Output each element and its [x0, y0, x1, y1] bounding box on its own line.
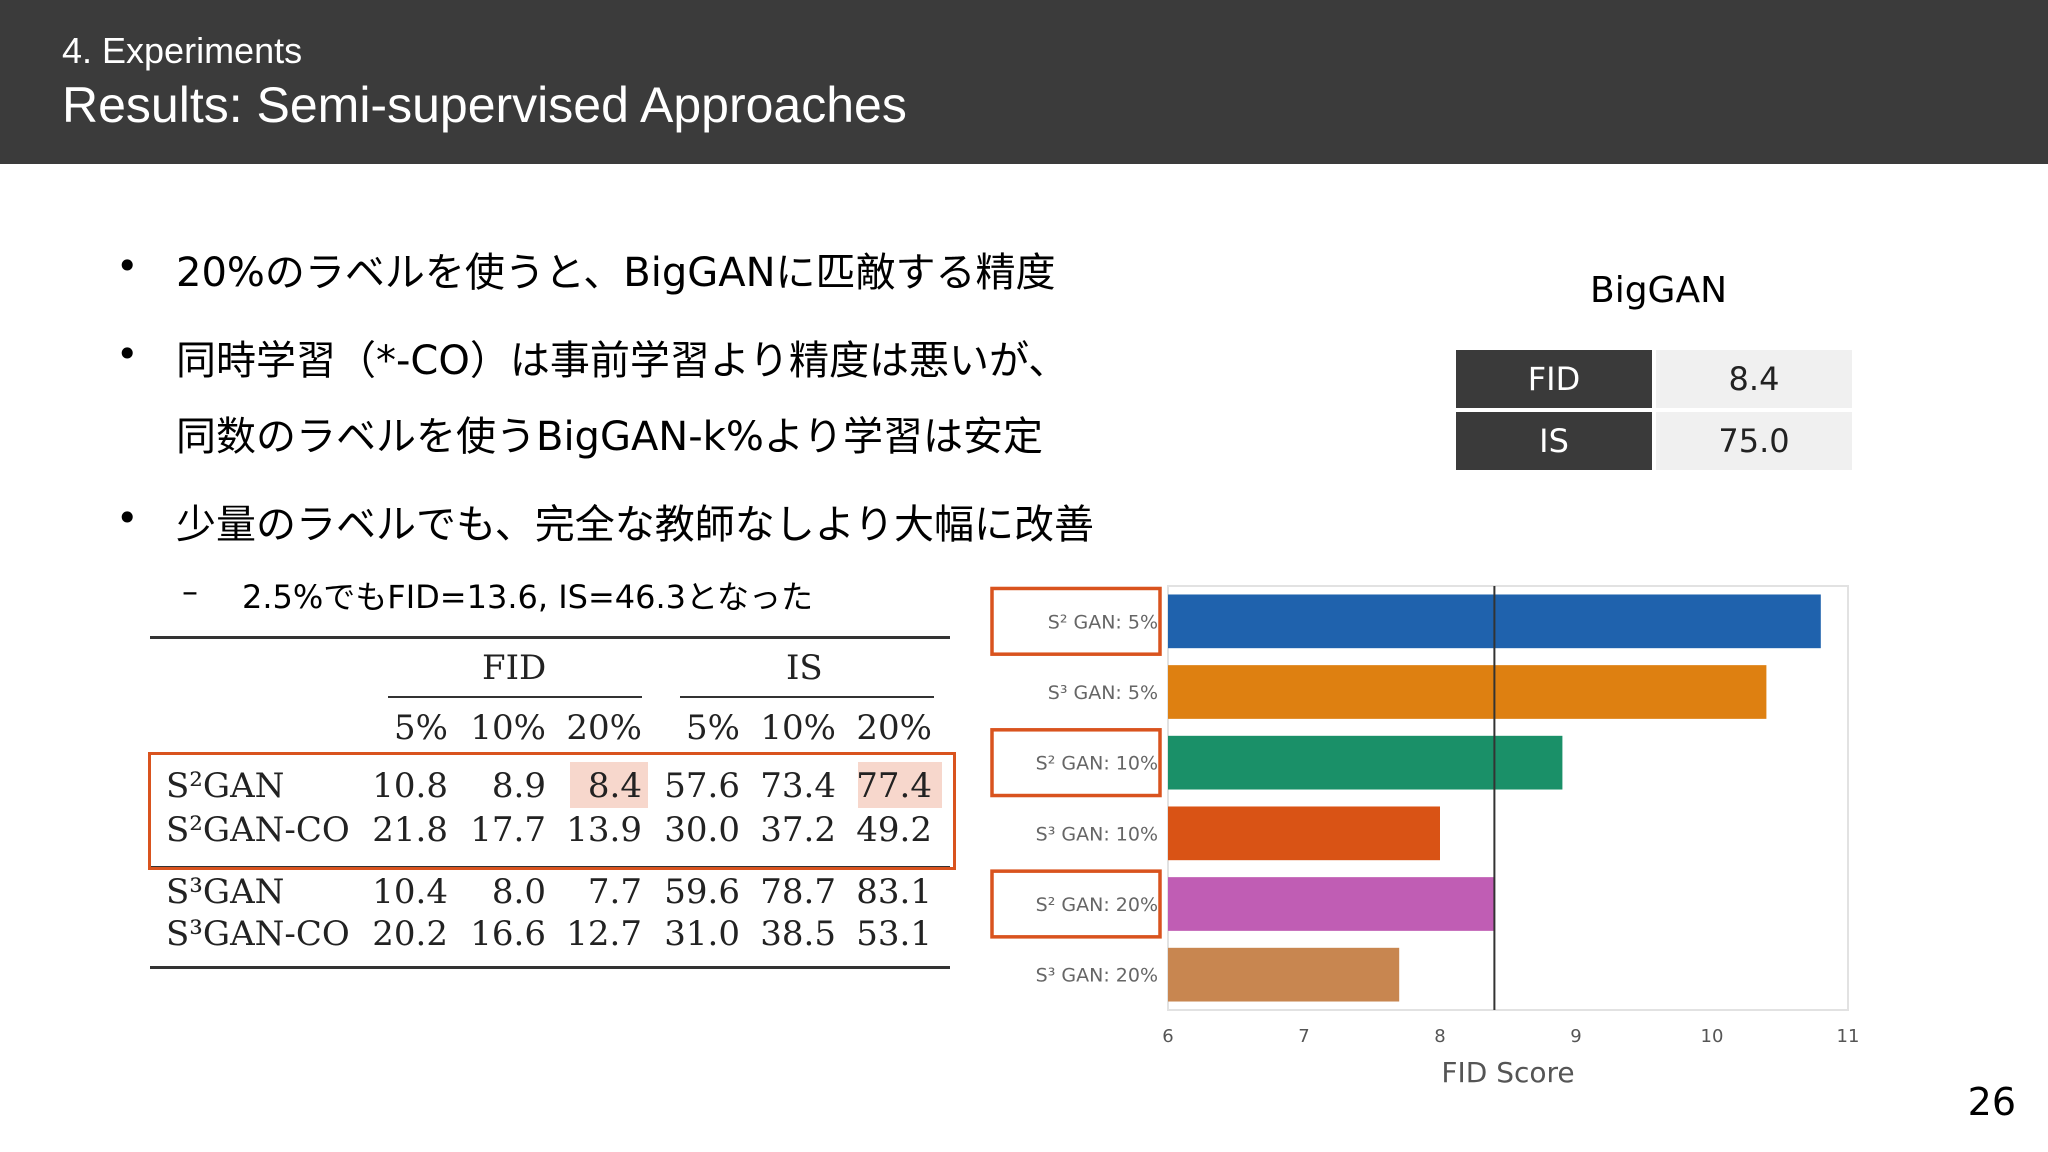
table-cell: 37.2 — [760, 810, 836, 850]
x-tick-label: 8 — [1434, 1026, 1445, 1047]
highlight-box — [148, 752, 956, 870]
x-tick-label: 6 — [1162, 1026, 1173, 1047]
table-row-name: S³GAN-CO — [166, 914, 350, 954]
is-group-rule — [680, 696, 934, 698]
bullet-dot: • — [116, 332, 139, 376]
bullet-item-continued: 同数のラベルを使うBigGAN-k%より学習は安定 — [176, 414, 1044, 460]
table-cell: 12.7 — [566, 914, 642, 954]
table-cell: 21.8 — [372, 810, 448, 850]
table-row-name: S³GAN — [166, 872, 285, 912]
bar — [1168, 877, 1495, 931]
table-cell: 59.6 — [664, 872, 740, 912]
biggan-key-fid: FID — [1456, 350, 1652, 408]
table-cell: 49.2 — [856, 810, 932, 850]
group-header-fid: FID — [482, 648, 547, 688]
bar — [1168, 947, 1400, 1002]
bullet-dot: • — [116, 496, 139, 540]
biggan-title: BigGAN — [1590, 270, 1728, 311]
highlight-cell — [858, 762, 942, 808]
sub-header: 10% — [760, 708, 836, 748]
sub-header: 10% — [470, 708, 546, 748]
page-number: 26 — [1967, 1080, 2016, 1124]
sub-bullet-text: 2.5%でもFID=13.6, IS=46.3となった — [242, 578, 814, 616]
category-label: S² GAN: 5% — [1048, 611, 1158, 633]
table-cell: 7.7 — [587, 872, 642, 912]
fid-group-rule — [388, 696, 642, 698]
bullet-item: 同時学習（*-CO）は事前学習より精度は悪いが、 — [176, 338, 1069, 384]
table-row-name: S²GAN-CO — [166, 810, 350, 850]
category-highlight-box — [990, 869, 1162, 939]
x-tick-label: 10 — [1701, 1026, 1724, 1047]
bar — [1168, 665, 1767, 719]
sub-header: 20% — [856, 708, 932, 748]
slide-header: 4. Experiments Results: Semi-supervised … — [0, 0, 2048, 164]
x-tick-label: 7 — [1298, 1026, 1309, 1047]
table-cell: 16.6 — [470, 914, 546, 954]
section-label: 4. Experiments — [62, 30, 303, 71]
table-cell: 8.9 — [491, 766, 546, 806]
table-cell: 8.0 — [491, 872, 546, 912]
biggan-key-is: IS — [1456, 412, 1652, 470]
table-bottom-rule — [150, 966, 950, 969]
bar — [1168, 735, 1563, 790]
table-cell: 17.7 — [470, 810, 546, 850]
category-label: S² GAN: 10% — [1036, 753, 1158, 775]
highlight-cell — [570, 762, 648, 808]
table-cell: 13.9 — [566, 810, 642, 850]
table-cell: 73.4 — [760, 766, 836, 806]
sub-header: 5% — [686, 708, 740, 748]
category-highlight-box — [990, 586, 1162, 656]
table-cell: 77.4 — [856, 766, 932, 806]
biggan-value-is: 75.0 — [1656, 412, 1852, 470]
table-cell: 57.6 — [664, 766, 740, 806]
bar — [1168, 806, 1440, 861]
table-cell: 38.5 — [760, 914, 836, 954]
x-axis-label: FID Score — [1441, 1056, 1574, 1089]
category-label: S² GAN: 20% — [1036, 894, 1158, 916]
category-label: S³ GAN: 5% — [1048, 682, 1158, 704]
table-cell: 83.1 — [856, 872, 932, 912]
x-tick-label: 11 — [1837, 1026, 1860, 1047]
fid-bar-chart: S² GAN: 5% S³ GAN: 5% S² GAN: 10% S³ GAN: 1… — [990, 585, 1860, 1089]
sub-header: 20% — [566, 708, 642, 748]
table-cell: 31.0 — [664, 914, 740, 954]
table-cell: 10.8 — [372, 766, 448, 806]
table-row-name: S²GAN — [166, 766, 285, 806]
x-tick-label: 9 — [1570, 1026, 1581, 1047]
sub-header: 5% — [394, 708, 448, 748]
bullet-item: 少量のラベルでも、完全な教師なしより大幅に改善 — [176, 502, 1094, 548]
table-cell: 10.4 — [372, 872, 448, 912]
table-cell: 8.4 — [587, 766, 642, 806]
table-cell: 78.7 — [760, 872, 836, 912]
table-top-rule — [150, 636, 950, 639]
category-label: S³ GAN: 20% — [1036, 965, 1158, 987]
sub-bullet-dash: – — [182, 572, 198, 610]
bullet-item: 20%のラベルを使うと、BigGANに匹敵する精度 — [176, 250, 1056, 296]
table-cell: 53.1 — [856, 914, 932, 954]
table-cell: 30.0 — [664, 810, 740, 850]
category-label: S³ GAN: 10% — [1036, 823, 1158, 845]
table-cell: 20.2 — [372, 914, 448, 954]
biggan-value-fid: 8.4 — [1656, 350, 1852, 408]
plot-area — [1167, 585, 1849, 1011]
bullet-dot: • — [116, 244, 139, 288]
category-highlight-box — [990, 728, 1162, 798]
slide-title: Results: Semi-supervised Approaches — [62, 77, 907, 133]
group-header-is: IS — [786, 648, 823, 688]
